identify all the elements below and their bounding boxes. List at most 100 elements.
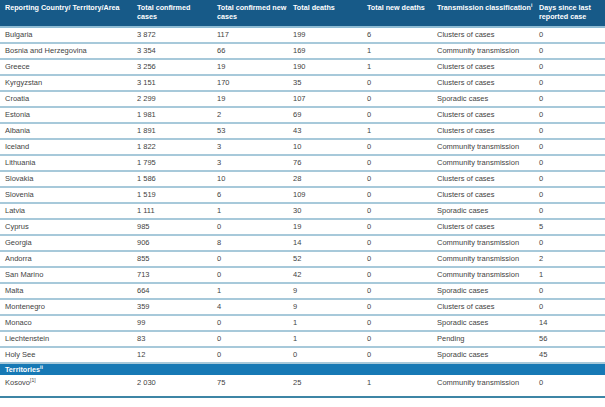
column-header-total-confirmed-new-cases: Total confirmed new cases [213, 0, 289, 27]
cell-value: Community transmission [437, 46, 519, 55]
cell-total-deaths: 52 [289, 251, 363, 267]
situation-report-table: Reporting Country/ Territory/AreaTotal c… [0, 0, 605, 398]
table-row: Montenegro359490Clusters of cases0 [0, 299, 605, 315]
cell-value: 1 111 [137, 206, 155, 215]
cell-value: 0 [367, 94, 371, 103]
table-row: Iceland1 8223100Community transmission0 [0, 139, 605, 155]
cell-value: 0 [217, 254, 221, 263]
table-row: Kosovo[1]2 03075251Community transmissio… [0, 375, 605, 397]
cell-value: 0 [367, 222, 371, 231]
table-row: Slovakia1 58610280Clusters of cases0 [0, 171, 605, 187]
cell-value: 2 [539, 254, 543, 263]
cell-total-confirmed-new-cases: 1 [213, 203, 289, 219]
cell-total-new-deaths: 0 [363, 331, 433, 347]
cell-value: 985 [137, 222, 150, 231]
cell-total-confirmed-new-cases: 6 [213, 187, 289, 203]
country-name: Holy See [5, 350, 35, 359]
cell-total-deaths: 9 [289, 283, 363, 299]
cell-value: 190 [293, 62, 306, 71]
cell-value: 1 822 [137, 142, 156, 151]
cell-country: Montenegro [0, 299, 133, 315]
table-row: Bulgaria3 8721171996Clusters of cases0 [0, 27, 605, 43]
cell-country: Bosnia and Herzegovina [0, 43, 133, 59]
cell-total-confirmed-cases: 855 [133, 251, 213, 267]
cell-total-new-deaths: 0 [363, 235, 433, 251]
cell-value: 0 [293, 350, 297, 359]
cell-value: Clusters of cases [437, 62, 495, 71]
table-row: Georgia9068140Community transmission0 [0, 235, 605, 251]
cell-value: 1 [217, 206, 221, 215]
cell-value: Sporadic cases [437, 318, 488, 327]
country-name: Slovakia [5, 174, 33, 183]
cell-total-confirmed-cases: 906 [133, 235, 213, 251]
cell-value: 199 [293, 30, 306, 39]
cell-value: 0 [217, 222, 221, 231]
cell-value: 0 [367, 174, 371, 183]
cell-value: 0 [367, 350, 371, 359]
cell-total-deaths: 199 [289, 27, 363, 43]
cell-country: Greece [0, 59, 133, 75]
cell-country: Liechtenstein [0, 331, 133, 347]
cell-value: 3 151 [137, 78, 156, 87]
table-header: Reporting Country/ Territory/AreaTotal c… [0, 0, 605, 27]
cell-transmission-classification: Community transmission [433, 139, 535, 155]
country-name: Albania [5, 126, 30, 135]
table-row: Liechtenstein83010Pending56 [0, 331, 605, 347]
cell-value: 0 [367, 206, 371, 215]
cell-total-confirmed-new-cases: 75 [213, 375, 289, 397]
country-name: Estonia [5, 110, 30, 119]
cell-value: 0 [539, 206, 543, 215]
cell-total-deaths: 14 [289, 235, 363, 251]
cell-total-new-deaths: 0 [363, 203, 433, 219]
cell-total-new-deaths: 0 [363, 155, 433, 171]
cell-transmission-classification: Community transmission [433, 267, 535, 283]
country-name: Slovenia [5, 190, 34, 199]
cell-transmission-classification: Clusters of cases [433, 299, 535, 315]
cell-transmission-classification: Sporadic cases [433, 283, 535, 299]
table-row: Latvia1 1111300Sporadic cases0 [0, 203, 605, 219]
cell-total-confirmed-new-cases: 53 [213, 123, 289, 139]
table-row: Croatia2 299191070Sporadic cases0 [0, 91, 605, 107]
cell-total-confirmed-cases: 83 [133, 331, 213, 347]
cell-country: Estonia [0, 107, 133, 123]
cell-days-since-last-reported-case: 0 [535, 75, 605, 91]
cell-days-since-last-reported-case: 0 [535, 107, 605, 123]
cell-value: 3 [217, 158, 221, 167]
cell-country: Albania [0, 123, 133, 139]
cell-value: 42 [293, 270, 301, 279]
cell-days-since-last-reported-case: 0 [535, 283, 605, 299]
cell-value: 664 [137, 286, 150, 295]
cell-value: Clusters of cases [437, 126, 495, 135]
cell-country: Iceland [0, 139, 133, 155]
cell-value: 1 [367, 378, 371, 387]
cell-value: 0 [539, 378, 543, 387]
cell-value: 0 [539, 174, 543, 183]
cell-total-confirmed-cases: 985 [133, 219, 213, 235]
cell-total-new-deaths: 0 [363, 139, 433, 155]
cell-value: 0 [539, 286, 543, 295]
cell-value: 10 [217, 174, 225, 183]
cell-total-confirmed-cases: 1 822 [133, 139, 213, 155]
cell-total-new-deaths: 0 [363, 187, 433, 203]
cell-country: Croatia [0, 91, 133, 107]
cell-value: 1 [293, 334, 297, 343]
table-row: Estonia1 9812690Clusters of cases0 [0, 107, 605, 123]
cell-transmission-classification: Clusters of cases [433, 219, 535, 235]
section-label-cell: Territoriesii [0, 363, 605, 375]
cell-value: Clusters of cases [437, 174, 495, 183]
cell-total-confirmed-cases: 2 299 [133, 91, 213, 107]
cell-value: 3 872 [137, 30, 156, 39]
country-name: Croatia [5, 94, 29, 103]
cell-value: Clusters of cases [437, 110, 495, 119]
cell-transmission-classification: Pending [433, 331, 535, 347]
cell-total-deaths: 35 [289, 75, 363, 91]
country-name: Iceland [5, 142, 29, 151]
cell-value: 0 [367, 302, 371, 311]
cell-value: 0 [367, 78, 371, 87]
cell-value: 9 [293, 302, 297, 311]
cell-value: 3 256 [137, 62, 156, 71]
cell-total-new-deaths: 0 [363, 75, 433, 91]
cell-total-new-deaths: 0 [363, 219, 433, 235]
cell-total-confirmed-cases: 2 030 [133, 375, 213, 397]
country-name: Greece [5, 62, 30, 71]
